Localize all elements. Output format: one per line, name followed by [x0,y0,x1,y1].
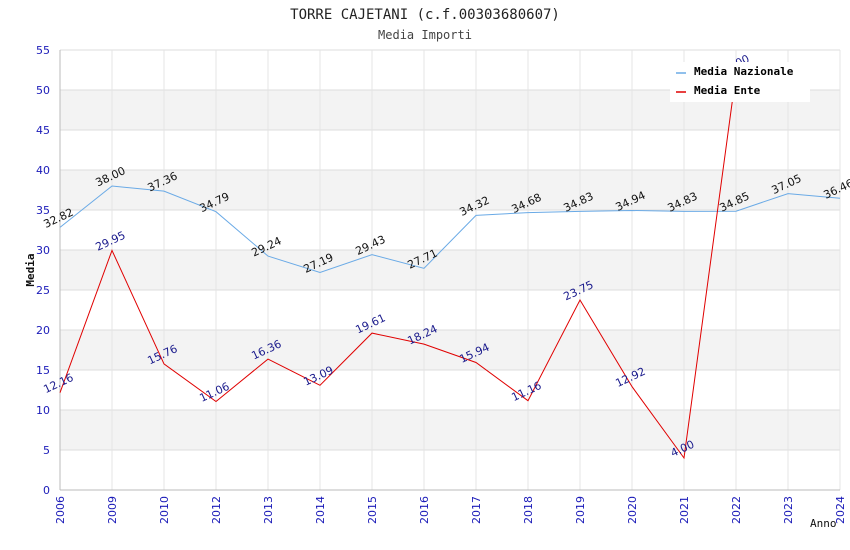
series-line-media-ente [59,73,737,460]
data-label: 11.16 [509,379,543,404]
x-tick-label: 2024 [834,496,847,524]
x-tick-label: 2006 [54,496,67,524]
legend: Media Nazionale Media Ente [670,62,810,102]
y-tick-label: 40 [36,164,50,177]
y-axis-label: Media [24,253,37,286]
legend-item-media-ente: Media Ente [676,84,761,97]
axes [59,50,840,491]
x-axis-label: Anno [810,517,837,530]
legend-label-media-ente: Media Ente [694,84,761,97]
x-tick-label: 2017 [470,496,483,524]
y-tick-label: 25 [36,284,50,297]
grid-band [60,250,840,290]
legend-item-media-nazionale: Media Nazionale [676,65,794,78]
x-tick-label: 2009 [106,496,119,524]
legend-label-media-nazionale: Media Nazionale [694,65,794,78]
x-tick-labels: 2006 2009 2010 2012 2013 2014 2015 2016 2017 2018… [54,496,847,524]
grid-band [60,170,840,210]
x-tick-label: 2022 [730,496,743,524]
x-tick-label: 2021 [678,496,691,524]
y-tick-label: 45 [36,124,50,137]
x-tick-label: 2018 [522,496,535,524]
grid-band [60,410,840,450]
series-lines [59,73,841,460]
data-label: 11.06 [197,380,231,405]
y-tick-label: 30 [36,244,50,257]
y-tick-label: 50 [36,84,50,97]
grid-lines [59,49,841,491]
legend-box [670,62,810,102]
y-tick-label: 20 [36,324,50,337]
y-tick-labels: 0 5 10 15 20 25 30 35 40 45 50 55 [36,44,50,497]
x-tick-label: 2020 [626,496,639,524]
x-tick-label: 2013 [262,496,275,524]
y-tick-label: 0 [43,484,50,497]
y-tick-label: 15 [36,364,50,377]
grid-bands [60,90,840,450]
x-tick-label: 2016 [418,496,431,524]
y-tick-label: 10 [36,404,50,417]
x-tick-label: 2014 [314,496,327,524]
x-tick-label: 2012 [210,496,223,524]
x-tick-label: 2010 [158,496,171,524]
x-tick-label: 2019 [574,496,587,524]
y-tick-label: 5 [43,444,50,457]
chart-title: TORRE CAJETANI (c.f.00303680607) [290,7,560,23]
x-tick-label: 2015 [366,496,379,524]
chart-subtitle: Media Importi [378,28,472,42]
y-tick-label: 55 [36,44,50,57]
x-tick-label: 2023 [782,496,795,524]
y-tick-label: 35 [36,204,50,217]
grid-band [60,330,840,370]
series-line-media-nazionale [59,185,841,274]
